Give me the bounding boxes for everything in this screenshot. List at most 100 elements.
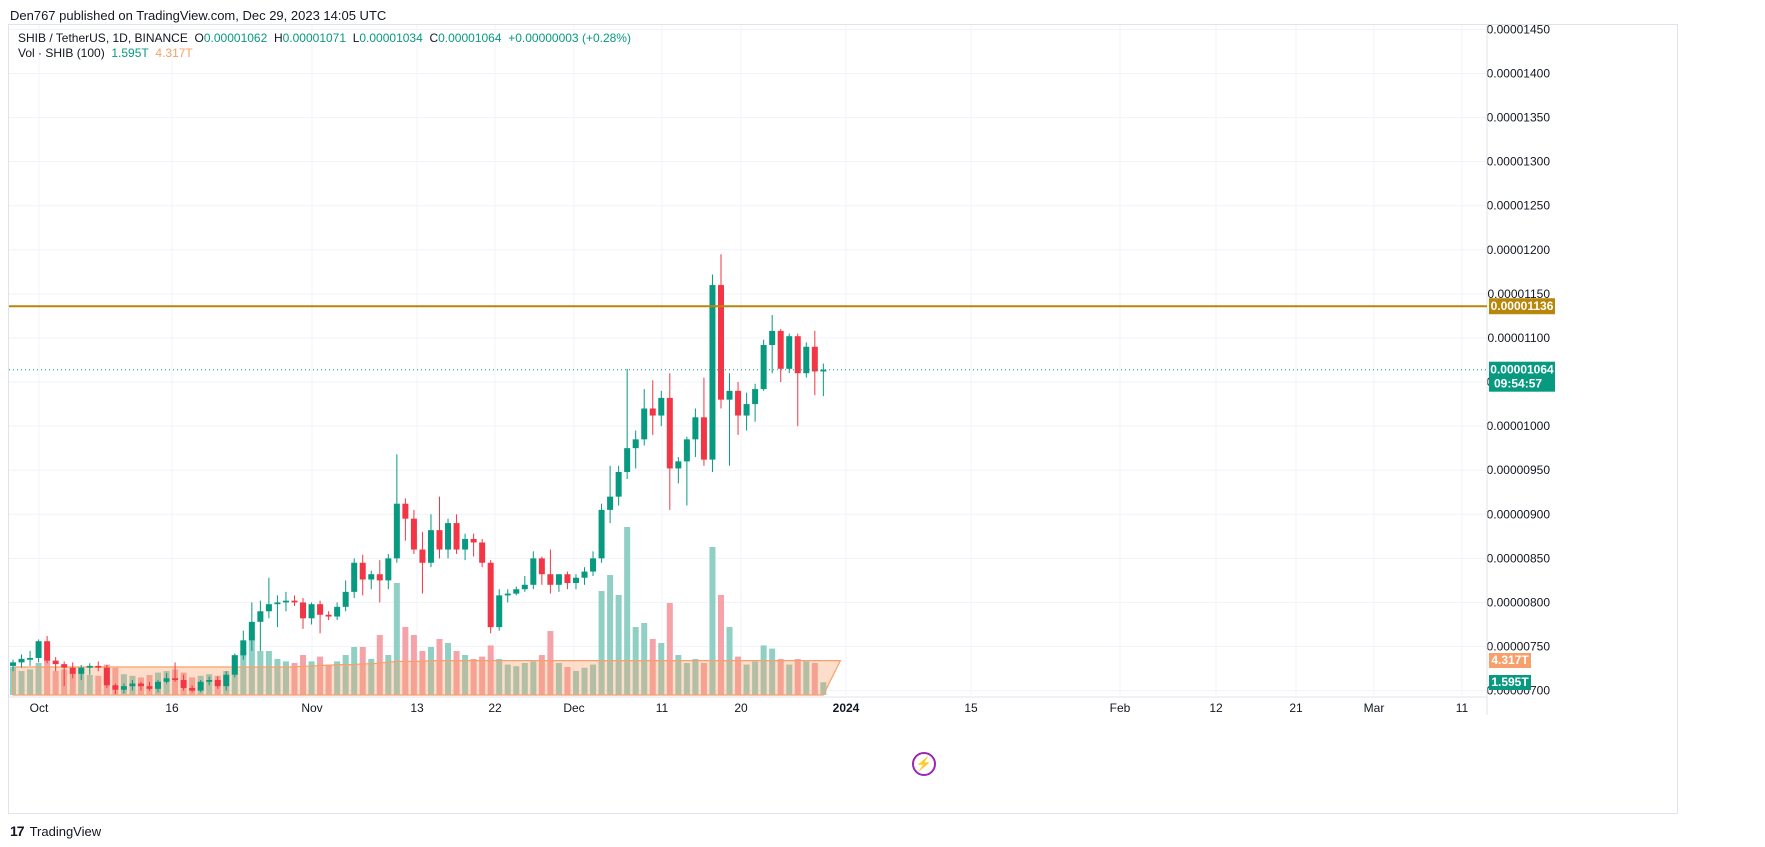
volume-bar (393, 583, 400, 695)
volume-bar (777, 659, 784, 695)
volume-bar (615, 595, 622, 695)
candle-body (436, 530, 443, 550)
x-tick-label: Mar (1364, 701, 1385, 715)
candle-body (265, 604, 272, 612)
candle-body (180, 680, 187, 688)
candle-body (376, 574, 383, 581)
candle-body (10, 662, 16, 666)
candle-body (726, 390, 733, 400)
x-tick-label: 20 (734, 701, 748, 715)
volume-bar (265, 651, 272, 695)
candle-body (513, 589, 520, 594)
volume-ma-value: 4.317T (155, 46, 193, 60)
last-price-badge (1489, 361, 1555, 392)
footer: 17 TradingView (10, 823, 101, 839)
volume-bar (564, 667, 571, 695)
candle-body (427, 530, 434, 563)
candle-body (624, 448, 631, 472)
candle-body (112, 685, 119, 690)
volume-bar (257, 651, 264, 695)
x-tick-label: 11 (656, 701, 669, 715)
lightning-icon[interactable]: ⚡ (912, 752, 936, 776)
open-value: 0.00001062 (203, 31, 268, 45)
volume-label: Vol · SHIB (100) (18, 46, 105, 60)
chart-frame (8, 24, 1678, 814)
volume-bar (274, 659, 281, 695)
volume-bar (683, 663, 690, 695)
candle-body (368, 574, 375, 580)
volume-bar (752, 661, 759, 695)
candle-body (760, 345, 767, 390)
candle-body (282, 600, 289, 603)
candle-body (393, 503, 400, 559)
level-badge (1489, 298, 1555, 315)
y-tick-label: 0.00001350 (1487, 111, 1551, 125)
volume-bar (530, 661, 537, 695)
y-tick-label: 0.00001100 (1487, 331, 1550, 345)
candle-body (811, 346, 818, 372)
volume-bar (590, 664, 597, 695)
low-label: L (352, 31, 360, 45)
volume-bar (376, 635, 383, 695)
volume-bar (743, 664, 750, 695)
candle-body (496, 595, 503, 628)
candle-body (419, 549, 426, 563)
volume-bar (513, 666, 520, 695)
x-tick-label: Dec (563, 701, 584, 715)
candle-body (717, 285, 724, 400)
volume-ma-badge (1489, 653, 1531, 668)
candle-body (257, 611, 264, 622)
low-value: 0.00001034 (359, 31, 423, 45)
y-tick-label: 0.00001000 (1487, 419, 1551, 433)
volume-bar (803, 661, 810, 695)
candle-body (641, 408, 648, 440)
candle-body (445, 523, 452, 550)
candle-body (69, 667, 76, 674)
y-tick-label: 0.00001300 (1487, 155, 1551, 169)
x-tick-label: Oct (30, 701, 49, 715)
x-tick-label: 11 (1456, 701, 1469, 715)
volume-bar (35, 663, 42, 695)
candle-body (308, 604, 315, 619)
candle-body (453, 523, 460, 550)
high-value: 0.00001071 (282, 31, 347, 45)
y-tick-label: 0.00000800 (1487, 595, 1551, 609)
last-price-label: 0.00001064 (1490, 363, 1554, 377)
candle-body (598, 509, 605, 559)
volume-bar (607, 575, 614, 695)
volume-bar (453, 651, 460, 695)
candle-body (86, 665, 93, 668)
open-label: O (194, 31, 204, 45)
candle-body (410, 518, 417, 550)
y-tick-label: 0.00000750 (1487, 640, 1551, 654)
candle-body (538, 558, 545, 575)
volume-ma-area (12, 660, 842, 696)
candle-body (803, 346, 810, 374)
candle-body (163, 678, 170, 682)
volume-bar (496, 659, 503, 695)
x-tick-label: 22 (488, 701, 502, 715)
volume-bar (820, 682, 827, 695)
candle-body (777, 330, 784, 369)
x-tick-label: 13 (410, 701, 424, 715)
symbol-title: SHIB / TetherUS, 1D, BINANCE (18, 31, 188, 45)
candle-body (743, 404, 750, 416)
volume-bar (735, 656, 742, 695)
candle-body (52, 660, 59, 665)
volume-bar (666, 603, 673, 695)
x-tick-label: Nov (301, 701, 322, 715)
volume-bar (479, 656, 486, 695)
volume-bar (95, 675, 102, 695)
volume-bar (86, 675, 93, 695)
y-tick-label: 0.00001150 (1487, 287, 1550, 301)
candle-body (95, 665, 102, 668)
volume-bar (786, 664, 793, 695)
candle-body (351, 562, 358, 592)
volume-bar (325, 664, 332, 695)
candle-body (581, 571, 588, 578)
candle-body (248, 621, 255, 641)
volume-bar (27, 669, 34, 695)
volume-bar (112, 667, 119, 695)
volume-bar (368, 659, 375, 695)
